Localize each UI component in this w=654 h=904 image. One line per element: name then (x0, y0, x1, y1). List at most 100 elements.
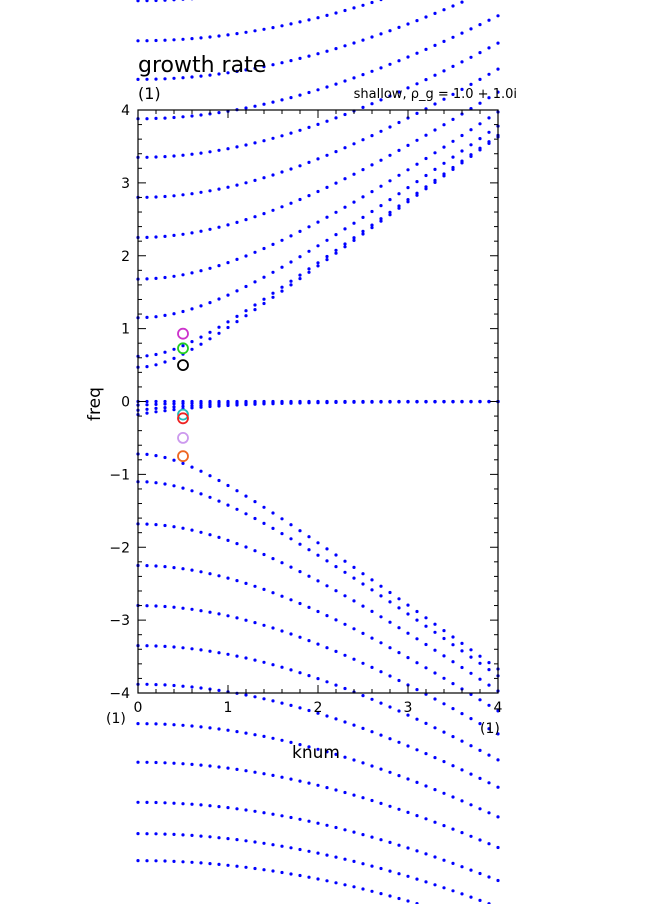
data-point (199, 648, 203, 652)
data-point (415, 138, 419, 142)
data-point (343, 245, 347, 249)
data-point (280, 701, 284, 705)
data-point (271, 812, 275, 816)
data-point (181, 461, 185, 465)
data-point (469, 648, 473, 652)
data-point (253, 29, 257, 33)
data-point (460, 133, 464, 138)
data-point (208, 835, 212, 839)
data-point (370, 835, 374, 839)
data-point (298, 570, 302, 574)
data-point (334, 181, 338, 185)
data-point (406, 874, 410, 878)
data-point (190, 833, 194, 838)
data-point (190, 568, 194, 572)
data-point (316, 244, 320, 248)
data-point (388, 153, 392, 157)
data-point (343, 242, 347, 246)
data-point (325, 185, 329, 189)
data-point (415, 814, 419, 818)
data-point (469, 868, 473, 872)
data-point (343, 828, 347, 832)
data-point (208, 330, 212, 334)
data-point (253, 770, 257, 774)
data-point (325, 714, 329, 718)
data-point (208, 399, 212, 404)
data-point (289, 740, 293, 745)
data-point (190, 347, 194, 351)
data-point (406, 631, 410, 635)
data-point (244, 309, 248, 313)
data-point (226, 806, 230, 810)
data-point (136, 832, 140, 836)
data-point (343, 755, 347, 759)
data-point (298, 529, 302, 533)
data-point (334, 855, 338, 859)
data-point (172, 312, 176, 316)
data-point (280, 401, 284, 405)
data-point (181, 486, 185, 490)
data-point (343, 653, 347, 657)
data-point (433, 883, 437, 887)
data-point (244, 581, 248, 586)
data-point (496, 815, 500, 819)
data-point (235, 145, 239, 149)
data-point (253, 584, 257, 588)
data-point (415, 111, 419, 115)
data-point (154, 38, 158, 43)
data-point (262, 297, 266, 301)
highlight-marker (177, 342, 189, 355)
data-point (325, 646, 329, 650)
data-point (334, 251, 338, 255)
data-point (343, 559, 347, 563)
data-point (199, 686, 203, 690)
data-point (442, 161, 446, 165)
data-point (199, 861, 203, 865)
data-point (262, 301, 266, 306)
data-point (217, 535, 221, 540)
highlight-marker (177, 327, 189, 340)
data-point (217, 72, 221, 76)
data-point (487, 683, 491, 687)
data-point (451, 139, 455, 143)
data-point (397, 148, 401, 152)
data-point (289, 703, 293, 708)
data-point (244, 314, 248, 318)
data-point (478, 871, 482, 876)
data-point (190, 75, 194, 79)
data-point (361, 694, 365, 698)
data-point (145, 277, 149, 281)
data-point (379, 98, 383, 102)
data-point (190, 37, 194, 41)
data-point (469, 655, 473, 659)
data-point (262, 772, 266, 776)
data-point (424, 666, 428, 670)
y-tick-label: 2 (121, 249, 130, 265)
data-point (289, 279, 293, 283)
data-point (181, 399, 185, 404)
data-point (352, 236, 356, 240)
data-point (352, 859, 356, 864)
data-point (325, 258, 329, 262)
data-point (235, 320, 239, 324)
data-point (469, 153, 473, 157)
data-point (280, 594, 284, 598)
data-point (208, 266, 212, 270)
data-point (154, 800, 158, 805)
data-point (172, 801, 176, 805)
data-point (361, 232, 365, 236)
data-point (280, 170, 284, 174)
data-point (172, 38, 176, 42)
data-point (334, 565, 338, 569)
data-point (343, 44, 347, 48)
data-point (424, 173, 428, 178)
data-point (271, 402, 275, 406)
data-point (163, 155, 167, 159)
data-point (451, 764, 455, 768)
data-point (154, 399, 158, 404)
data-point (334, 233, 338, 237)
data-point (136, 77, 140, 81)
data-point (343, 177, 347, 181)
data-point (334, 116, 338, 120)
data-point (424, 721, 428, 726)
